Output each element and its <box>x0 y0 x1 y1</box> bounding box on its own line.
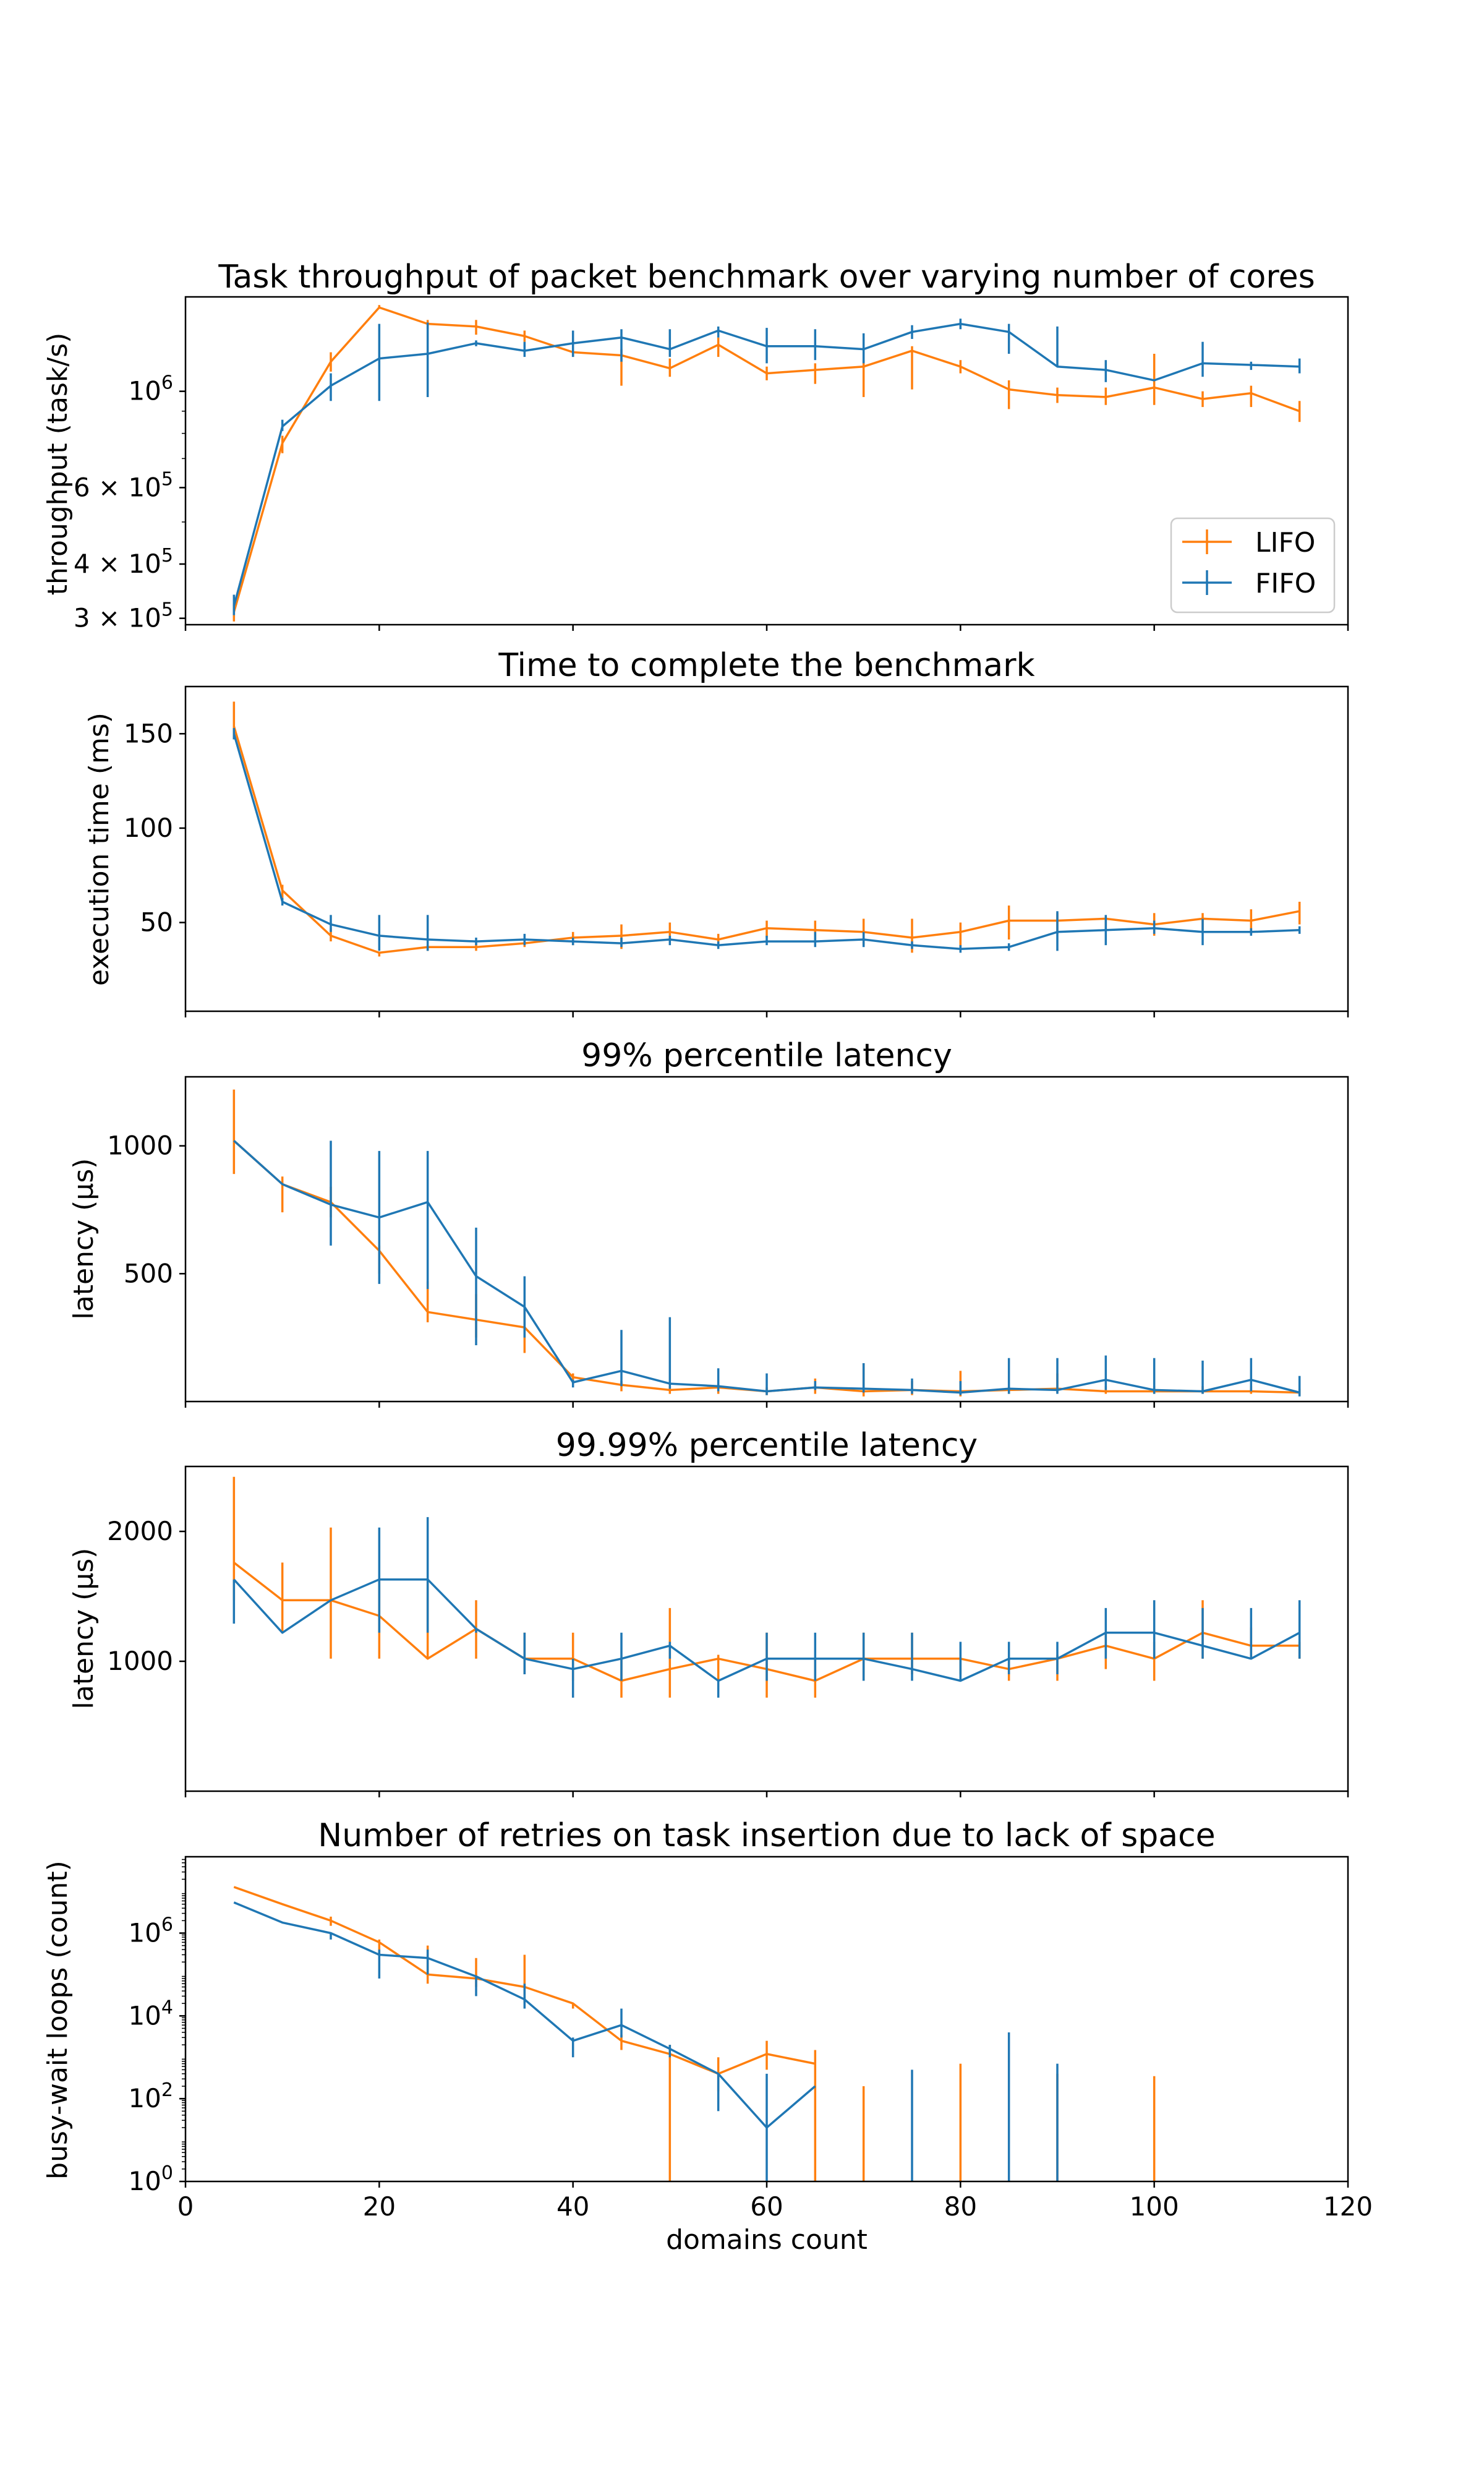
series-fifo <box>233 1139 1301 1397</box>
legend-lifo-label: LIFO <box>1255 527 1315 559</box>
y-tick-label: 1000 <box>107 1646 173 1676</box>
panel-title-retries: Number of retries on task insertion due … <box>318 1817 1215 1854</box>
y-tick-label: 100 <box>128 2162 173 2196</box>
series-fifo <box>233 1901 1059 2181</box>
x-tick-label: 0 <box>177 2191 194 2222</box>
y-axis-label-latency-99: latency (µs) <box>68 1158 100 1320</box>
x-tick-label: 100 <box>1130 2191 1179 2222</box>
legend-fifo-label: FIFO <box>1255 568 1316 599</box>
y-tick-label: 3 × 105 <box>74 599 173 633</box>
panel-title-execution-time: Time to complete the benchmark <box>498 647 1034 684</box>
panel-throughput: Task throughput of packet benchmark over… <box>42 259 1349 633</box>
axes-frame-throughput <box>184 296 1349 626</box>
panel-title-throughput: Task throughput of packet benchmark over… <box>218 259 1315 296</box>
series-line <box>232 726 1300 954</box>
panel-title-latency-99: 99% percentile latency <box>581 1037 952 1074</box>
axes-frame-latency-9999 <box>184 1465 1349 1792</box>
y-tick-label: 4 × 105 <box>74 545 173 579</box>
axes-frame-latency-99 <box>184 1076 1349 1403</box>
x-tick-label: 20 <box>363 2191 396 2222</box>
y-tick-label: 500 <box>124 1258 173 1288</box>
x-tick-label: 40 <box>556 2191 589 2222</box>
y-tick-label: 2000 <box>107 1516 173 1546</box>
panel-latency-99: 99% percentile latency latency (µs) 500 1… <box>68 1037 1349 1408</box>
y-tick-label: 50 <box>140 907 173 938</box>
y-axis-label-throughput: throughput (task/s) <box>42 333 74 596</box>
series-line <box>232 733 1300 951</box>
series-fifo <box>232 1517 1301 1698</box>
x-tick-label: 80 <box>944 2191 977 2222</box>
plot-area-throughput: 3 × 105 4 × 105 6 × 105 106 <box>74 305 1349 633</box>
y-tick-label: 150 <box>124 718 173 748</box>
plot-area-retries: 0 20 40 60 80 100 120 100 102 104 106 <box>128 1859 1373 2222</box>
panel-latency-9999: 99.99% percentile latency latency (µs) 1… <box>68 1427 1349 1797</box>
x-tick-label: 120 <box>1323 2191 1373 2222</box>
series-fifo <box>232 319 1301 615</box>
legend: LIFO FIFO <box>1170 517 1336 614</box>
axes-frame-retries <box>184 1856 1349 2183</box>
y-axis-label-latency-9999: latency (µs) <box>68 1548 100 1710</box>
axes-frame-execution-time <box>184 685 1349 1012</box>
series-line <box>233 1901 816 2129</box>
y-axis-label-retries: busy-wait loops (count) <box>42 1860 74 2180</box>
y-tick-label: 106 <box>128 372 173 406</box>
y-tick-label: 104 <box>128 1997 173 2031</box>
plot-area-latency-99: 500 1000 <box>107 1089 1349 1408</box>
series-fifo <box>232 728 1301 953</box>
y-tick-label: 106 <box>128 1914 173 1948</box>
series-line <box>232 306 1300 613</box>
panel-execution-time: Time to complete the benchmark execution… <box>83 647 1349 1017</box>
y-tick-label: 102 <box>128 2079 173 2113</box>
panel-title-latency-9999: 99.99% percentile latency <box>556 1427 978 1464</box>
plot-area-execution-time: 50 100 150 <box>124 701 1349 1017</box>
plot-area-latency-9999: 1000 2000 <box>107 1476 1349 1797</box>
y-tick-label: 100 <box>124 813 173 843</box>
x-axis-label: domains count <box>666 2224 868 2256</box>
x-tick-label: 60 <box>750 2191 783 2222</box>
series-line <box>233 1578 1300 1682</box>
panel-retries: Number of retries on task insertion due … <box>42 1817 1373 2256</box>
y-tick-label: 1000 <box>107 1131 173 1161</box>
y-tick-label: 6 × 105 <box>74 468 173 502</box>
series-line <box>233 1139 1300 1394</box>
y-axis-label-execution-time: execution time (ms) <box>83 713 115 986</box>
series-line <box>232 322 1300 607</box>
